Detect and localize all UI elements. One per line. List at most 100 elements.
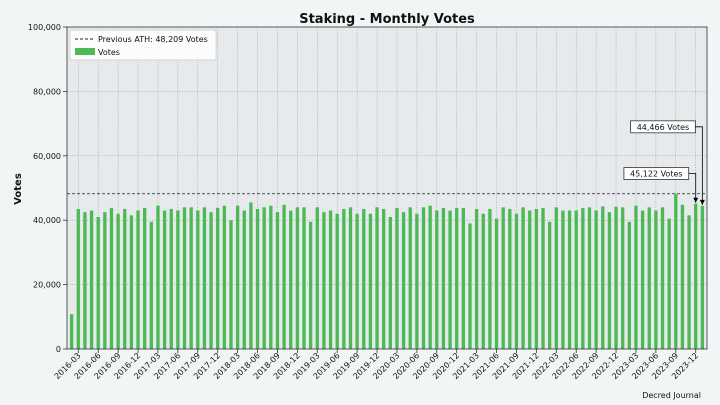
legend-ref-line-label: Previous ATH: 48,209 Votes <box>98 35 208 44</box>
bar <box>222 205 227 349</box>
annotation-label: 44,466 Votes <box>637 123 690 132</box>
bar <box>229 220 233 349</box>
bar <box>189 207 193 349</box>
bar <box>667 218 671 349</box>
bar <box>162 210 167 349</box>
bar <box>382 208 386 349</box>
bar <box>680 204 685 349</box>
bar <box>368 213 373 349</box>
bar <box>461 207 466 349</box>
bar <box>621 207 625 349</box>
y-tick-label: 60,000 <box>33 152 61 161</box>
bar <box>69 314 74 349</box>
annotation-label: 45,122 Votes <box>630 170 683 179</box>
bar <box>143 207 147 349</box>
bar <box>640 210 645 349</box>
bars-group <box>69 193 705 349</box>
legend-box <box>69 29 217 61</box>
bar <box>415 213 419 349</box>
bar <box>687 215 691 349</box>
bar <box>295 207 300 349</box>
bar <box>262 207 266 349</box>
bar <box>149 221 153 349</box>
y-tick-label: 100,000 <box>28 23 61 32</box>
bar <box>375 207 379 349</box>
bar <box>109 207 114 349</box>
bar <box>129 215 134 349</box>
bar <box>308 221 313 349</box>
plot-area <box>67 27 707 349</box>
bar <box>362 208 366 349</box>
y-axis-label: Votes <box>13 173 24 205</box>
bar <box>401 212 406 349</box>
bar <box>355 213 359 349</box>
bar <box>581 207 585 349</box>
bar <box>156 205 160 349</box>
bar <box>216 207 220 349</box>
annotation-arrow <box>688 173 699 203</box>
bar <box>647 207 651 349</box>
chart-title: Staking - Monthly Votes <box>299 12 475 27</box>
bar <box>468 223 472 349</box>
bar <box>627 221 631 349</box>
bar <box>428 205 432 349</box>
y-tick-label: 20,000 <box>33 281 61 290</box>
bar <box>547 221 552 349</box>
bar <box>594 210 598 349</box>
bar <box>508 208 512 349</box>
bar <box>574 210 578 349</box>
bar <box>448 210 452 349</box>
bar <box>395 207 399 349</box>
bar <box>202 207 207 349</box>
bar <box>587 207 592 349</box>
bar <box>209 212 213 349</box>
annotations-group: 44,466 Votes 45,122 Votes <box>623 120 705 205</box>
x-axis: 2016-032016-062016-092016-122017-032017-… <box>53 349 700 381</box>
bar <box>269 205 273 349</box>
bar <box>275 212 280 349</box>
bar <box>634 205 638 349</box>
y-tick-label: 0 <box>56 345 61 354</box>
bar <box>322 212 326 349</box>
bar <box>242 210 246 349</box>
bar <box>514 213 519 349</box>
bar <box>408 207 412 349</box>
bar <box>435 210 439 349</box>
annotation-box <box>630 120 696 134</box>
bar <box>700 205 705 349</box>
bar <box>76 208 80 349</box>
bar <box>660 207 665 349</box>
legend-votes-swatch <box>75 48 95 55</box>
bar <box>488 208 492 349</box>
bar <box>561 210 565 349</box>
bar <box>441 207 446 349</box>
bar <box>348 207 353 349</box>
y-tick-label: 80,000 <box>33 87 61 96</box>
bar <box>501 207 505 349</box>
bar <box>89 210 94 349</box>
bar <box>182 207 187 349</box>
bar <box>342 208 346 349</box>
bar <box>654 210 658 349</box>
legend-votes-label: Votes <box>98 48 120 57</box>
legend: Previous ATH: 48,209 Votes Votes <box>69 29 217 61</box>
bar <box>567 210 572 349</box>
bar <box>455 207 459 349</box>
y-tick-label: 40,000 <box>33 216 61 225</box>
bar <box>481 213 485 349</box>
bar <box>674 193 678 349</box>
bar <box>528 210 532 349</box>
bar <box>83 212 87 349</box>
bar <box>521 207 525 349</box>
bar <box>554 207 558 349</box>
bar <box>289 210 293 349</box>
bar <box>421 207 426 349</box>
credit-text: Decred Journal <box>642 391 701 400</box>
bar <box>103 212 107 349</box>
y-axis: 0 20,000 40,000 60,000 80,000 100,000 <box>28 23 67 354</box>
bar <box>123 208 127 349</box>
bar <box>694 203 698 349</box>
bar <box>136 210 140 349</box>
bar <box>235 205 240 349</box>
